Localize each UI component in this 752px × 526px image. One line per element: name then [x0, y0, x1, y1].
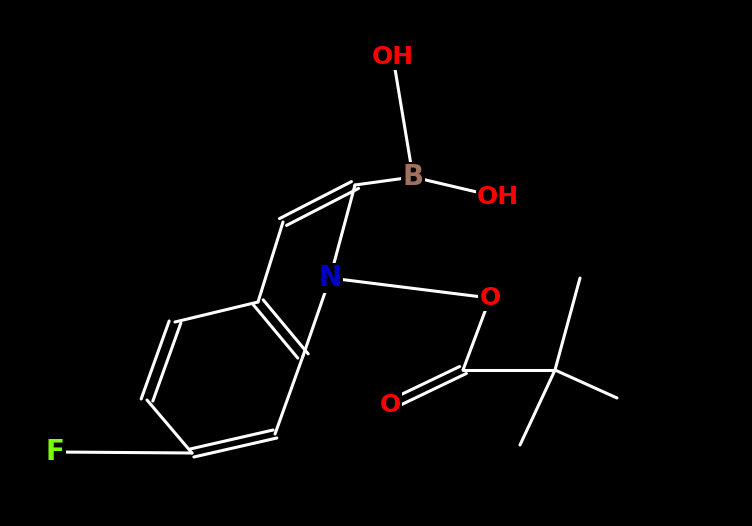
Text: N: N — [318, 264, 341, 292]
Text: OH: OH — [477, 185, 519, 209]
Text: OH: OH — [372, 45, 414, 69]
Text: O: O — [379, 393, 401, 417]
Text: O: O — [479, 286, 501, 310]
Text: B: B — [402, 163, 423, 191]
Text: F: F — [46, 438, 65, 466]
